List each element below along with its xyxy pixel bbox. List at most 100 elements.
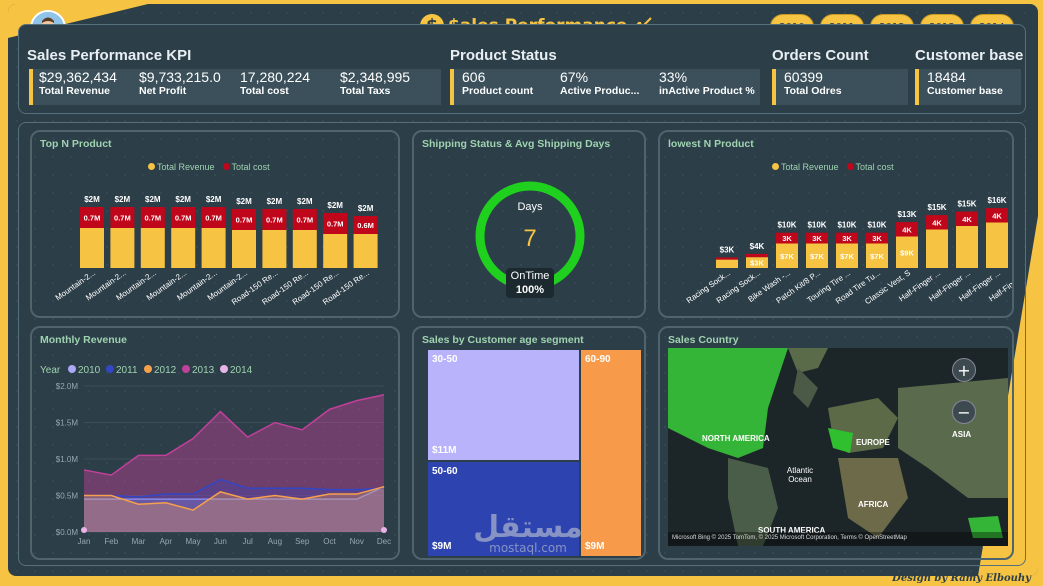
revenue-data-label: $7K: [870, 252, 884, 261]
cost-data-label: 0.7M: [236, 216, 253, 225]
x-tick-label: Dec: [377, 537, 391, 546]
kpi-label: Product count: [462, 85, 534, 97]
cost-data-label: 0.7M: [205, 214, 222, 223]
treemap-cell-30-50[interactable]: 30-50 $11M: [428, 350, 579, 460]
series-line-2011: [84, 478, 385, 498]
gauge-status: OnTime: [511, 270, 550, 282]
total-data-label: $15K: [927, 203, 946, 212]
x-tick-label: Apr: [160, 537, 173, 546]
cost-bar: [746, 253, 768, 258]
north-america-region: [668, 348, 788, 458]
zoom-in-button[interactable]: +: [952, 358, 976, 382]
age-segment-card: Sales by Customer age segment 30-50 $11M…: [412, 326, 646, 560]
cost-bar: [262, 209, 287, 230]
cost-bar: [140, 207, 165, 228]
sales-map[interactable]: NORTH AMERICA EUROPE ASIA Atlantic Ocean…: [668, 348, 1008, 546]
kpi-product-count: 606 Product count: [462, 69, 533, 97]
design-credit: Design by Ramy Elbouhy: [892, 573, 1031, 584]
revenue-bar: [866, 243, 888, 268]
gauge-value: 7: [523, 225, 536, 252]
cost-bar: [836, 232, 858, 244]
africa-land: [838, 458, 908, 538]
card-title: Sales Country: [668, 334, 739, 346]
shipping-gauge: Days 7 OnTime 100%: [475, 181, 585, 298]
watermark-latin: mostaql.com: [489, 541, 567, 555]
treemap-label: 50-60: [432, 466, 458, 477]
kpi-value: $2,348,995: [340, 69, 411, 85]
top-n-bar-chart: 0.7M$2MMountain-2...0.7M$2MMountain-2...…: [54, 195, 378, 307]
total-data-label: $2M: [145, 195, 161, 204]
cost-bar: [232, 209, 256, 230]
series-line-2010: [84, 486, 385, 500]
total-data-label: $4K: [750, 242, 765, 251]
dashboard-board: $ $ales Performance 2010 2011 2012 2013 …: [8, 4, 1038, 576]
asia-land: [898, 378, 1008, 498]
revenue-bar: [323, 234, 348, 268]
series-line-2013: [83, 394, 385, 476]
kpi-label: Total Revenue: [39, 85, 110, 97]
total-data-label: $2M: [115, 195, 131, 204]
cost-data-label: 0.7M: [296, 216, 313, 225]
legend: Total Revenue Total cost: [148, 162, 270, 172]
x-tick-label: Oct: [323, 537, 336, 546]
kpi-total-cost: 17,280,224 Total cost: [240, 69, 310, 97]
revenue-bar: [171, 228, 196, 268]
cost-bar: [201, 207, 226, 228]
revenue-bar: [986, 222, 1008, 268]
main-frame: [18, 122, 1026, 566]
sales-country-card: Sales Country NORTH AMERICA EUROPE ASIA …: [658, 326, 1014, 560]
cost-bar: [986, 208, 1008, 223]
x-tick-label: Nov: [350, 537, 364, 546]
kpi-value: $9,733,215.0: [139, 69, 221, 85]
kpi-value: 67%: [560, 69, 589, 85]
cost-bar: [80, 207, 104, 228]
treemap-cell-60-90[interactable]: 60-90 $9M: [581, 350, 641, 556]
legend-marker: [68, 365, 76, 373]
sales-kpi-box: $29,362,434 Total Revenue $9,733,215.0 N…: [29, 69, 441, 105]
kpi-active-product: 67% Active Produc...: [560, 69, 639, 97]
watermark-arabic: مستقل: [473, 510, 583, 545]
treemap-value: $9M: [585, 541, 605, 552]
card-title: Monthly Revenue: [40, 334, 127, 346]
revenue-data-label: $9K: [900, 248, 914, 257]
y-tick-label: $1.0M: [56, 455, 79, 464]
cost-data-label: 3K: [872, 234, 882, 243]
total-data-label: $2M: [236, 197, 252, 206]
orders-count-title: Orders Count: [772, 47, 869, 64]
revenue-data-label: $3K: [750, 259, 764, 268]
watermark: مستقل mostaql.com: [463, 510, 593, 576]
revenue-bar: [716, 259, 738, 268]
cost-bar: [806, 232, 828, 244]
kpi-label: Total Odres: [784, 85, 842, 97]
total-data-label: $10K: [777, 221, 796, 230]
legend-marker: [144, 365, 152, 373]
legend-revenue: Total Revenue: [148, 162, 215, 172]
lowest-n-product-card: lowest N Product Total Revenue Total cos…: [658, 130, 1014, 318]
cost-data-label: 0.7M: [84, 214, 101, 223]
revenue-data-label: $7K: [810, 252, 824, 261]
cost-data-label: 0.7M: [175, 214, 192, 223]
treemap-value: $11M: [432, 445, 457, 456]
revenue-bar: [110, 228, 135, 268]
y-tick-label: $0.0M: [56, 528, 79, 537]
area-fill-2010: [84, 486, 384, 532]
cost-bar: [353, 216, 378, 234]
revenue-bar: [232, 230, 256, 268]
legend-entry: 2010: [78, 365, 101, 376]
cost-bar: [926, 215, 948, 230]
card-title: Sales by Customer age segment: [422, 334, 584, 346]
x-tick-label: Jan: [78, 537, 91, 546]
treemap-cell-50-60[interactable]: 50-60 $9M: [428, 462, 579, 556]
x-tick-label: Sep: [295, 537, 310, 546]
kpi-net-profit: $9,733,215.0 Net Profit: [139, 69, 221, 97]
kpi-total-taxes: $2,348,995 Total Taxs: [340, 69, 410, 97]
kpi-label: Customer base: [927, 85, 1003, 97]
cost-data-label: 4K: [962, 215, 972, 224]
zoom-out-button[interactable]: −: [952, 400, 976, 424]
legend-entry: 2013: [192, 365, 215, 376]
cost-data-label: 0.7M: [266, 216, 283, 225]
kpi-orders: 60399 Total Odres: [784, 69, 842, 97]
card-title: lowest N Product: [668, 138, 754, 150]
cost-bar: [956, 211, 978, 226]
